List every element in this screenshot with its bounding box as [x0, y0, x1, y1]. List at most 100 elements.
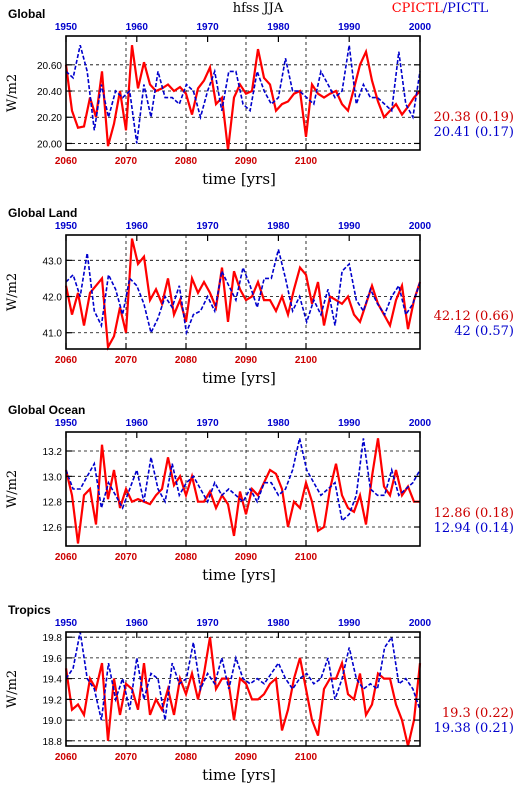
x-tick-label-top: 1950	[55, 221, 78, 232]
y-tick-label: 18.8	[43, 737, 63, 748]
x-tick-label-top: 1960	[126, 418, 149, 429]
x-tick-label-bottom: 2070	[115, 752, 138, 763]
x-tick-label-bottom: 2060	[55, 355, 78, 366]
plot-frame	[65, 35, 421, 151]
x-tick-label-top: 1980	[267, 221, 290, 232]
x-tick-label-bottom: 2080	[175, 752, 198, 763]
y-tick-label: 19.4	[43, 675, 63, 686]
chart-panel: Global Land 41.0 42.0 43.0 2060 2070 2080 2090 2…	[5, 206, 514, 387]
y-tick-label: 20.40	[37, 87, 62, 98]
legend-cpictl-label: CPICTL	[392, 1, 443, 16]
y-tick-label: 19.6	[43, 654, 63, 665]
series-stats-cpictl: 42.12 (0.66)	[434, 309, 514, 324]
y-tick-label: 13.2	[43, 447, 63, 458]
y-tick-label: 19.8	[43, 633, 63, 644]
x-axis-label: time [yrs]	[202, 766, 276, 784]
x-tick-label-bottom: 2080	[175, 156, 198, 167]
x-tick-label-bottom: 2070	[115, 156, 138, 167]
chart-panel: Global 20.00 20.20 20.40 20.60 2060 2070 2080 20…	[5, 7, 514, 188]
y-axis-label: W/m2	[5, 273, 20, 311]
series-stats-pictl: 42 (0.57)	[454, 324, 514, 339]
chart-panel: Tropics 18.8 19.0 19.2 19.4 19.6 19.8 2060 2070 2…	[5, 603, 514, 784]
panel-title: Global	[8, 7, 45, 21]
x-tick-label-bottom: 2080	[175, 355, 198, 366]
x-tick-label-top: 1990	[338, 22, 361, 33]
x-axis-label: time [yrs]	[202, 566, 276, 584]
x-tick-label-bottom: 2090	[235, 355, 258, 366]
plot-frame	[65, 431, 421, 547]
x-tick-label-top: 2000	[409, 418, 432, 429]
y-axis-label: W/m2	[5, 670, 20, 708]
x-tick-label-top: 1960	[126, 22, 149, 33]
legend-separator: /	[443, 1, 448, 16]
y-tick-label: 12.6	[43, 523, 63, 534]
x-tick-label-top: 1970	[196, 418, 219, 429]
x-tick-label-bottom: 2070	[115, 355, 138, 366]
x-tick-label-top: 1950	[55, 418, 78, 429]
legend-pictl-label: PICTL	[447, 1, 489, 16]
series-stats-cpictl: 12.86 (0.18)	[434, 506, 514, 521]
x-tick-label-top: 1990	[338, 418, 361, 429]
x-tick-label-bottom: 2100	[295, 156, 318, 167]
x-tick-label-bottom: 2100	[295, 752, 318, 763]
x-tick-label-top: 2000	[409, 618, 432, 629]
x-tick-label-top: 1990	[338, 221, 361, 232]
y-tick-label: 19.2	[43, 695, 63, 706]
x-axis-label: time [yrs]	[202, 369, 276, 387]
x-tick-label-top: 1970	[196, 22, 219, 33]
x-tick-label-top: 2000	[409, 221, 432, 232]
y-tick-label: 13.0	[43, 472, 63, 483]
x-tick-label-top: 1980	[267, 618, 290, 629]
series-line-pictl	[65, 249, 421, 336]
x-tick-label-top: 1990	[338, 618, 361, 629]
x-tick-label-bottom: 2060	[55, 552, 78, 563]
x-tick-label-top: 1950	[55, 618, 78, 629]
y-axis-label: W/m2	[5, 74, 20, 112]
x-tick-label-bottom: 2090	[235, 552, 258, 563]
x-tick-label-bottom: 2100	[295, 552, 318, 563]
figure-legend-text: CPICTL/PICTL	[392, 1, 489, 16]
chart-panel: Global Ocean 12.6 12.8 13.0 13.2 2060 2070 2080…	[5, 403, 514, 584]
series-line-cpictl	[64, 637, 422, 747]
series-line-pictl	[65, 438, 421, 523]
x-tick-label-bottom: 2060	[55, 156, 78, 167]
series-line-cpictl	[64, 238, 422, 351]
x-tick-label-top: 1970	[196, 221, 219, 232]
y-axis-label: W/m2	[5, 470, 20, 508]
series-line-cpictl	[64, 45, 421, 151]
series-line-pictl	[65, 631, 421, 721]
x-tick-label-bottom: 2070	[115, 552, 138, 563]
x-tick-label-bottom: 2090	[235, 752, 258, 763]
series-stats-cpictl: 20.38 (0.19)	[434, 110, 514, 125]
plot-frame	[65, 631, 421, 747]
x-tick-label-top: 2000	[409, 22, 432, 33]
panel-title: Global Ocean	[8, 403, 85, 417]
y-tick-label: 20.20	[37, 113, 62, 124]
x-tick-label-bottom: 2080	[175, 552, 198, 563]
y-tick-label: 19.0	[43, 716, 63, 727]
series-stats-pictl: 20.41 (0.17)	[434, 125, 514, 140]
series-stats-pictl: 19.38 (0.21)	[434, 721, 514, 736]
chart-panels: Global 20.00 20.20 20.40 20.60 2060 2070 2080 20…	[5, 7, 514, 784]
x-tick-label-bottom: 2060	[55, 752, 78, 763]
y-tick-label: 42.0	[43, 293, 63, 304]
series-stats-pictl: 12.94 (0.14)	[434, 521, 514, 536]
x-tick-label-top: 1980	[267, 22, 290, 33]
y-tick-label: 12.8	[43, 498, 63, 509]
figure-title: hfss JJA	[233, 1, 284, 16]
panel-title: Tropics	[8, 603, 51, 617]
plot-frame	[65, 234, 421, 350]
x-tick-label-bottom: 2090	[235, 156, 258, 167]
x-tick-label-top: 1960	[126, 221, 149, 232]
x-tick-label-top: 1950	[55, 22, 78, 33]
panel-title: Global Land	[8, 206, 77, 220]
x-tick-label-top: 1980	[267, 418, 290, 429]
y-tick-label: 20.00	[37, 139, 62, 150]
x-tick-label-bottom: 2100	[295, 355, 318, 366]
y-tick-label: 20.60	[37, 61, 62, 72]
series-stats-cpictl: 19.3 (0.22)	[442, 706, 514, 721]
series-line-cpictl	[64, 438, 420, 544]
series-line-pictl	[65, 44, 421, 144]
y-tick-label: 43.0	[43, 256, 63, 267]
